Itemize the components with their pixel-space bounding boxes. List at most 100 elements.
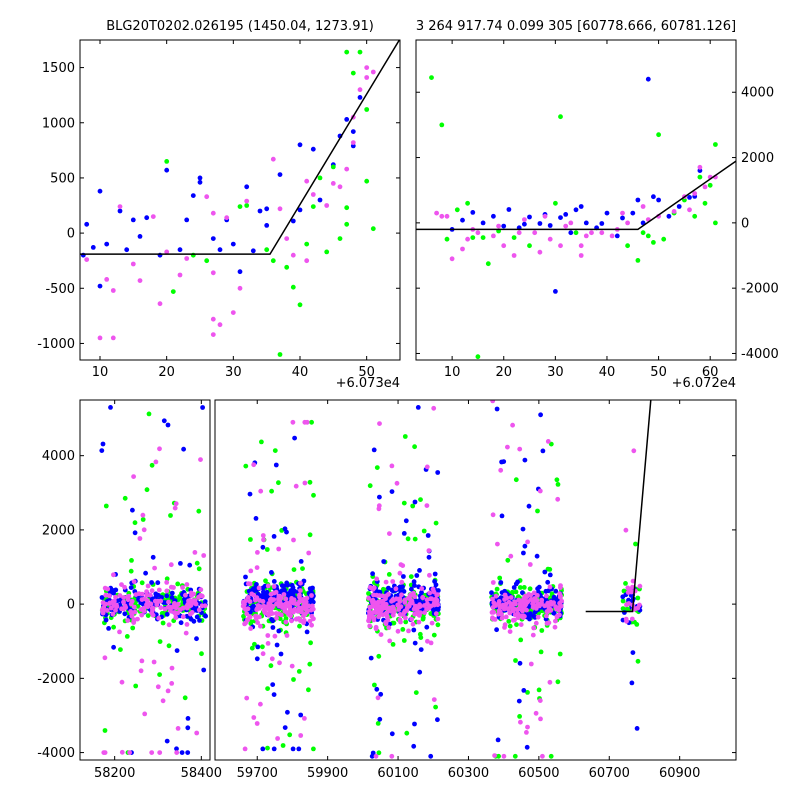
- panel_b-point-blue: [656, 197, 661, 203]
- panel-c-point-green: [146, 411, 152, 417]
- panel-c-point-magenta: [173, 615, 179, 620]
- panel-c-point-blue: [276, 628, 282, 634]
- panel-c-point-blue: [381, 559, 387, 564]
- panel-c-point-magenta: [149, 750, 155, 755]
- panel-c-point-blue: [389, 489, 395, 494]
- panel_b-point-blue: [583, 220, 589, 226]
- panel-c-point-magenta: [302, 480, 308, 486]
- panel-c-point-magenta: [131, 617, 137, 623]
- panel-c-point-blue: [271, 534, 277, 539]
- panel-c-point-magenta: [516, 606, 521, 612]
- panel-c-point-green: [139, 580, 145, 586]
- panel_a-point-blue: [124, 247, 130, 253]
- panel_b-ytick-label: 0: [741, 216, 749, 231]
- panel_a-point-magenta: [290, 252, 296, 258]
- panel-c-point-magenta: [530, 600, 536, 606]
- panel_b-xtick-label: 50: [650, 365, 667, 380]
- panel_a-ytick-label: 0: [67, 227, 75, 242]
- panel-c-point-magenta: [400, 563, 406, 568]
- panel-c-point-magenta: [407, 601, 413, 607]
- panel-c-point-magenta: [418, 610, 423, 616]
- panel-c-point-green: [265, 686, 270, 691]
- panel-c-point-green: [145, 613, 151, 618]
- panel-c-point-blue: [412, 499, 418, 505]
- panel-c-point-magenta: [102, 750, 108, 755]
- panel-c-point-magenta: [105, 586, 111, 592]
- panel-c-point-green: [144, 487, 150, 493]
- panel_a-point-blue: [190, 193, 196, 199]
- panel-c-point-blue: [494, 627, 499, 633]
- panel_b-point-magenta: [491, 233, 496, 239]
- panel-c-point-blue: [178, 620, 184, 626]
- panel_a-point-green: [310, 204, 316, 210]
- panel-c-point-magenta: [633, 606, 638, 611]
- panel_a-point-blue: [297, 207, 303, 213]
- panel-c-point-magenta: [530, 604, 536, 610]
- panel-c-point-green: [621, 588, 627, 594]
- panel-c-point-magenta: [399, 592, 404, 598]
- panel-c-point-blue: [155, 580, 161, 586]
- panel_a-point-magenta: [304, 178, 310, 184]
- panel-c-point-blue: [412, 640, 418, 646]
- panel_a-point-green: [237, 204, 243, 210]
- panel-c-point-green: [402, 434, 408, 439]
- panel_a-point-green: [270, 258, 276, 264]
- panel_a-point-blue: [97, 283, 103, 289]
- panel-c-point-magenta: [111, 602, 117, 608]
- panel-c-point-blue: [153, 595, 159, 600]
- panel-c-point-blue: [278, 651, 284, 657]
- panel-c-point-magenta: [525, 539, 530, 545]
- panel-c-point-magenta: [491, 609, 497, 615]
- panel-c-point-magenta: [367, 623, 373, 629]
- panel-c-point-magenta: [505, 606, 511, 612]
- panel-c-point-green: [175, 581, 181, 587]
- panel_a-point-magenta: [324, 203, 330, 208]
- panel-c-point-green: [518, 637, 524, 643]
- panel_a-point-magenta: [210, 332, 216, 337]
- panel-b-frame: [415, 39, 737, 361]
- panel-c-point-green: [623, 581, 628, 586]
- panel-c-point-magenta: [496, 599, 502, 604]
- panel-c-point-green: [287, 732, 293, 738]
- panel-c-point-blue: [188, 616, 194, 622]
- panel-c-point-magenta: [380, 599, 385, 604]
- panel_b-point-green: [645, 233, 651, 239]
- panel-c-point-green: [297, 623, 302, 629]
- panel-c-point-magenta: [129, 611, 135, 617]
- panel_b-point-magenta: [542, 213, 548, 219]
- panel-c-point-blue: [620, 594, 626, 600]
- panel-a-offset-label: +6.073e4: [336, 376, 400, 391]
- panel-c-point-magenta: [306, 603, 312, 609]
- panel_b-data-area: [416, 75, 736, 360]
- panel_a-data-area: [80, 40, 400, 357]
- panel-c-point-blue: [520, 590, 525, 596]
- panel-c-point-magenta: [519, 607, 525, 613]
- panel-c-point-magenta: [119, 679, 125, 685]
- panel-c-point-blue: [415, 405, 421, 410]
- panel-c-point-magenta: [188, 603, 194, 608]
- panel-c-point-magenta: [242, 746, 248, 752]
- panel-c-point-magenta: [121, 595, 126, 600]
- panel_b-point-green: [640, 230, 646, 236]
- panel-c-point-magenta: [268, 591, 274, 597]
- panel-c-point-magenta: [530, 632, 536, 638]
- panel-c-data-area-right: [240, 400, 652, 759]
- panel-c-point-magenta: [289, 618, 294, 624]
- panel-c-point-green: [547, 567, 553, 572]
- panel-c-point-green: [374, 465, 380, 470]
- panel-c-point-blue: [538, 412, 543, 418]
- panel-c-point-magenta: [374, 576, 380, 582]
- panel-c-point-magenta: [165, 604, 171, 610]
- panel-c-point-magenta: [390, 597, 396, 602]
- panel_a-point-green: [244, 203, 250, 208]
- panel-c-point-magenta: [406, 595, 411, 601]
- panel-c-point-magenta: [247, 599, 253, 604]
- panel_b-xtick-label: 10: [444, 365, 461, 380]
- panel-c-point-magenta: [121, 599, 126, 605]
- panel_a-point-magenta: [237, 285, 243, 291]
- panel-c-point-magenta: [277, 660, 282, 666]
- panel-c-point-green: [130, 625, 136, 631]
- panel-c-point-magenta: [299, 609, 304, 615]
- panel-c-point-magenta: [412, 594, 418, 600]
- panel-c-point-green: [164, 576, 170, 582]
